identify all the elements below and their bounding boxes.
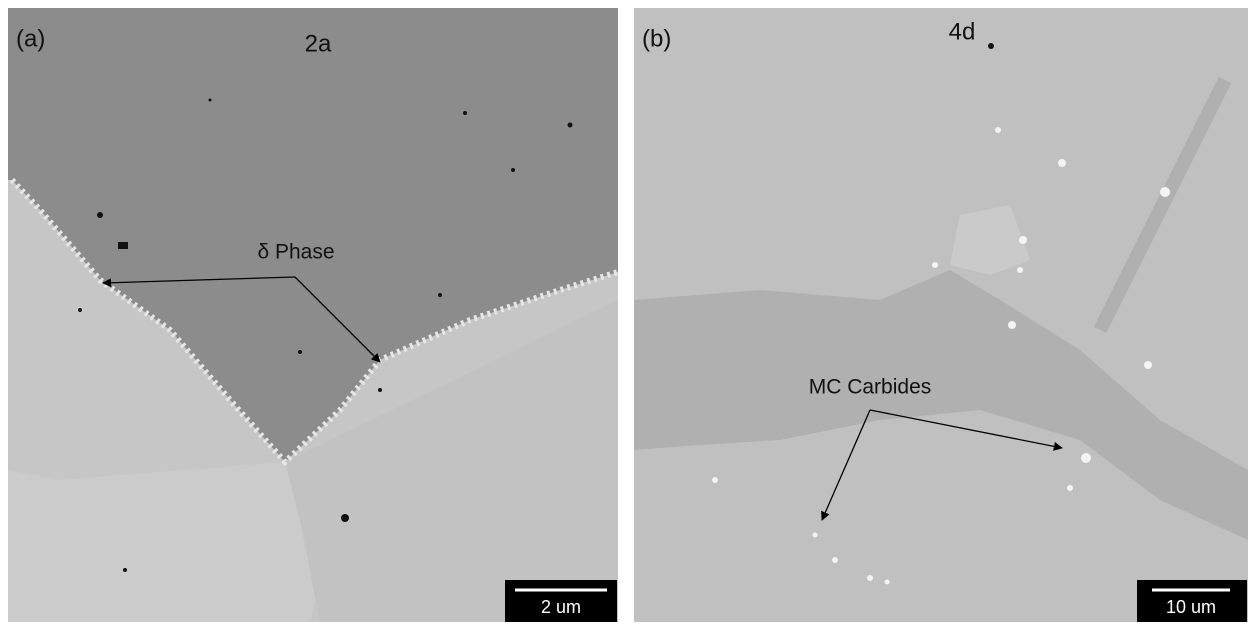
- page: (a) 2a δ Phase 2 um (b) 4d MC Carbides 1…: [0, 0, 1250, 625]
- pore: [988, 43, 994, 49]
- panel-label: (a): [16, 25, 45, 52]
- grain-light: [8, 462, 330, 622]
- micrograph-b: [634, 8, 1248, 622]
- panel-title: 2a: [305, 30, 332, 57]
- scale-bar-label: 2 um: [541, 597, 581, 617]
- panel-title: 4d: [949, 18, 976, 45]
- figure: (a) 2a δ Phase 2 um (b) 4d MC Carbides 1…: [0, 0, 1250, 625]
- panel-label: (b): [642, 25, 671, 52]
- micrograph-a: [8, 8, 618, 622]
- scale-bar-label: 10 um: [1166, 597, 1216, 617]
- annotation: MC Carbides: [809, 376, 932, 399]
- annotation: δ Phase: [257, 241, 334, 264]
